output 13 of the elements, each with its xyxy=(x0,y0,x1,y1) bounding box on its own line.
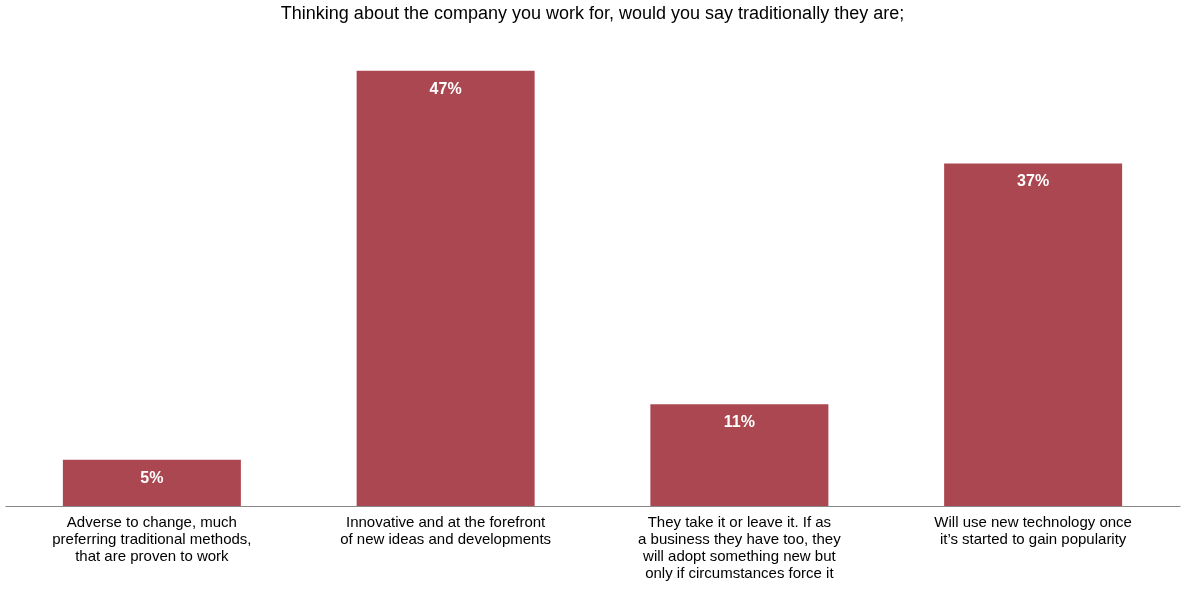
data-label: 37% xyxy=(1017,172,1050,190)
bar xyxy=(62,459,241,506)
x-tick-label: Will use new technology once it’s started to gain popularity xyxy=(934,512,1132,547)
data-label: 11% xyxy=(723,413,755,431)
x-tick-label: They take it or leave it. If as a business they have too, they will adopt something new but only if circumstances force it xyxy=(638,512,842,581)
data-label: 5% xyxy=(140,468,164,486)
x-tick-label: Innovative and at the forefront of new ideas and developments xyxy=(340,512,552,547)
bar xyxy=(650,404,829,506)
chart-title: Thinking about the company you work for, would you say traditionally they are; xyxy=(280,3,905,23)
bar xyxy=(944,163,1123,506)
x-tick-label: Adverse to change, much preferring traditional methods, that are proven to work xyxy=(52,512,252,564)
data-label: 47% xyxy=(429,79,462,97)
bar xyxy=(356,70,535,506)
